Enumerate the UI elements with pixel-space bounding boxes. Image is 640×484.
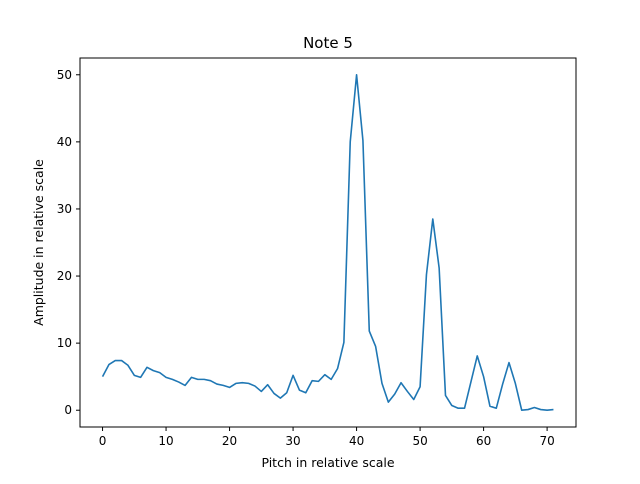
x-tick-label: 10 (158, 434, 173, 448)
y-tick-label: 40 (57, 135, 72, 149)
x-tick-label: 50 (412, 434, 427, 448)
x-tick-label: 60 (476, 434, 491, 448)
x-tick-label: 70 (539, 434, 554, 448)
x-axis-ticks: 0 10 20 30 40 50 60 70 (99, 427, 555, 448)
chart-title: Note 5 (303, 34, 353, 52)
x-axis-label: Pitch in relative scale (261, 455, 394, 470)
data-points (103, 75, 554, 410)
y-tick-label: 10 (57, 336, 72, 350)
x-tick-label: 20 (222, 434, 237, 448)
x-tick-label: 40 (349, 434, 364, 448)
series-line (103, 75, 554, 410)
y-tick-label: 30 (57, 202, 72, 216)
y-tick-label: 0 (64, 403, 72, 417)
y-tick-label: 20 (57, 269, 72, 283)
x-tick-label: 0 (99, 434, 107, 448)
y-axis-ticks: 0 10 20 30 40 50 (57, 68, 80, 417)
y-axis-label: Amplitude in relative scale (31, 159, 46, 326)
x-tick-label: 30 (285, 434, 300, 448)
y-tick-label: 50 (57, 68, 72, 82)
